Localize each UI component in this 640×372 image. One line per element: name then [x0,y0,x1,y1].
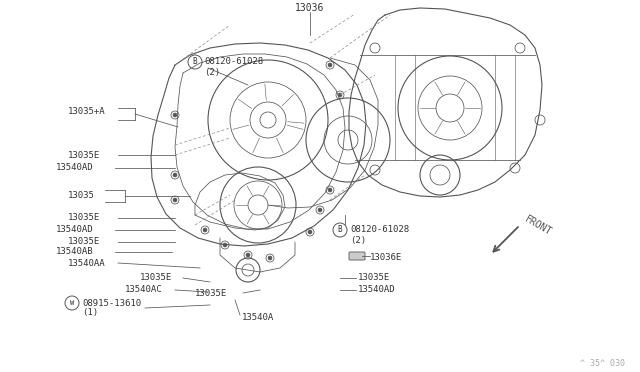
Text: 13035E: 13035E [140,273,172,282]
Circle shape [268,256,272,260]
Text: (2): (2) [350,235,366,244]
Text: 08915-13610: 08915-13610 [82,298,141,308]
Text: B: B [193,58,197,67]
Text: B: B [338,225,342,234]
Circle shape [246,253,250,257]
Circle shape [203,228,207,232]
Text: 13035+A: 13035+A [68,108,106,116]
Circle shape [338,93,342,97]
Circle shape [308,230,312,234]
Text: W: W [70,300,74,306]
Text: 13036: 13036 [295,3,324,13]
Text: 13540AD: 13540AD [358,285,396,295]
Text: 13035E: 13035E [68,151,100,160]
Text: 13035: 13035 [68,190,95,199]
Circle shape [173,198,177,202]
FancyBboxPatch shape [349,252,365,260]
Text: 13035E: 13035E [68,214,100,222]
Circle shape [328,188,332,192]
Text: (1): (1) [82,308,98,317]
Text: 13540AD: 13540AD [56,225,93,234]
Text: (2): (2) [204,67,220,77]
Text: 13540AA: 13540AA [68,259,106,267]
Text: 13540A: 13540A [242,314,275,323]
Text: 08120-61028: 08120-61028 [204,58,263,67]
Text: 08120-61028: 08120-61028 [350,225,409,234]
Text: 13035E: 13035E [195,289,227,298]
Circle shape [223,243,227,247]
Text: 13540AB: 13540AB [56,247,93,257]
Circle shape [173,113,177,117]
Circle shape [328,63,332,67]
Text: FRONT: FRONT [522,214,553,237]
Text: ^ 35^ 030: ^ 35^ 030 [580,359,625,368]
Text: 13036E: 13036E [370,253,403,263]
Circle shape [318,208,322,212]
Text: 13035E: 13035E [358,273,390,282]
Text: 13035E: 13035E [68,237,100,247]
Text: 13540AD: 13540AD [56,164,93,173]
Text: 13540AC: 13540AC [125,285,163,295]
Circle shape [173,173,177,177]
